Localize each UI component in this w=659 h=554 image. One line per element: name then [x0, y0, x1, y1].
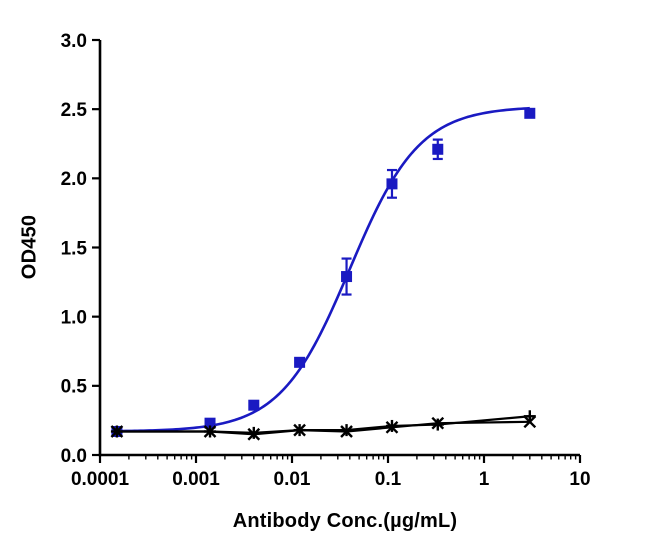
y-tick-label: 3.0	[61, 31, 87, 52]
series-line	[116, 415, 530, 434]
square-marker	[204, 417, 216, 429]
square-marker	[294, 356, 306, 368]
y-tick-label: 2.5	[61, 100, 88, 121]
axes: 0.0001 0.001 0.01 0.1 1 10 0.0 0.5 1.0 1.5 2.0 2.5 3…	[61, 31, 591, 490]
x-tick-label: 0.001	[172, 469, 220, 490]
x-tick-label: 0.01	[274, 469, 311, 490]
y-tick-label: 1.0	[61, 308, 87, 329]
y-tick-label: 2.0	[61, 169, 87, 190]
x-tick-label: 0.0001	[71, 469, 130, 490]
square-marker	[432, 143, 444, 155]
series-antibody-blue-squares	[111, 106, 536, 437]
y-tick-label: 0.0	[61, 446, 87, 467]
square-marker	[524, 107, 536, 119]
square-marker	[341, 271, 353, 283]
series-control-black-plus	[110, 410, 536, 439]
square-marker	[386, 178, 398, 190]
x-tick-label: 10	[569, 469, 590, 490]
y-tick-label: 0.5	[61, 377, 88, 398]
x-tick-label: 0.1	[375, 469, 402, 490]
x-tick-label: 1	[479, 469, 490, 490]
y-axis-title: OD450	[18, 214, 41, 280]
fit-curve	[116, 106, 530, 433]
series-control-black-x	[110, 415, 537, 441]
x-axis-title: Antibody Conc.(µg/mL)	[232, 510, 458, 532]
y-tick-label: 1.5	[61, 238, 88, 259]
square-marker	[248, 399, 260, 411]
